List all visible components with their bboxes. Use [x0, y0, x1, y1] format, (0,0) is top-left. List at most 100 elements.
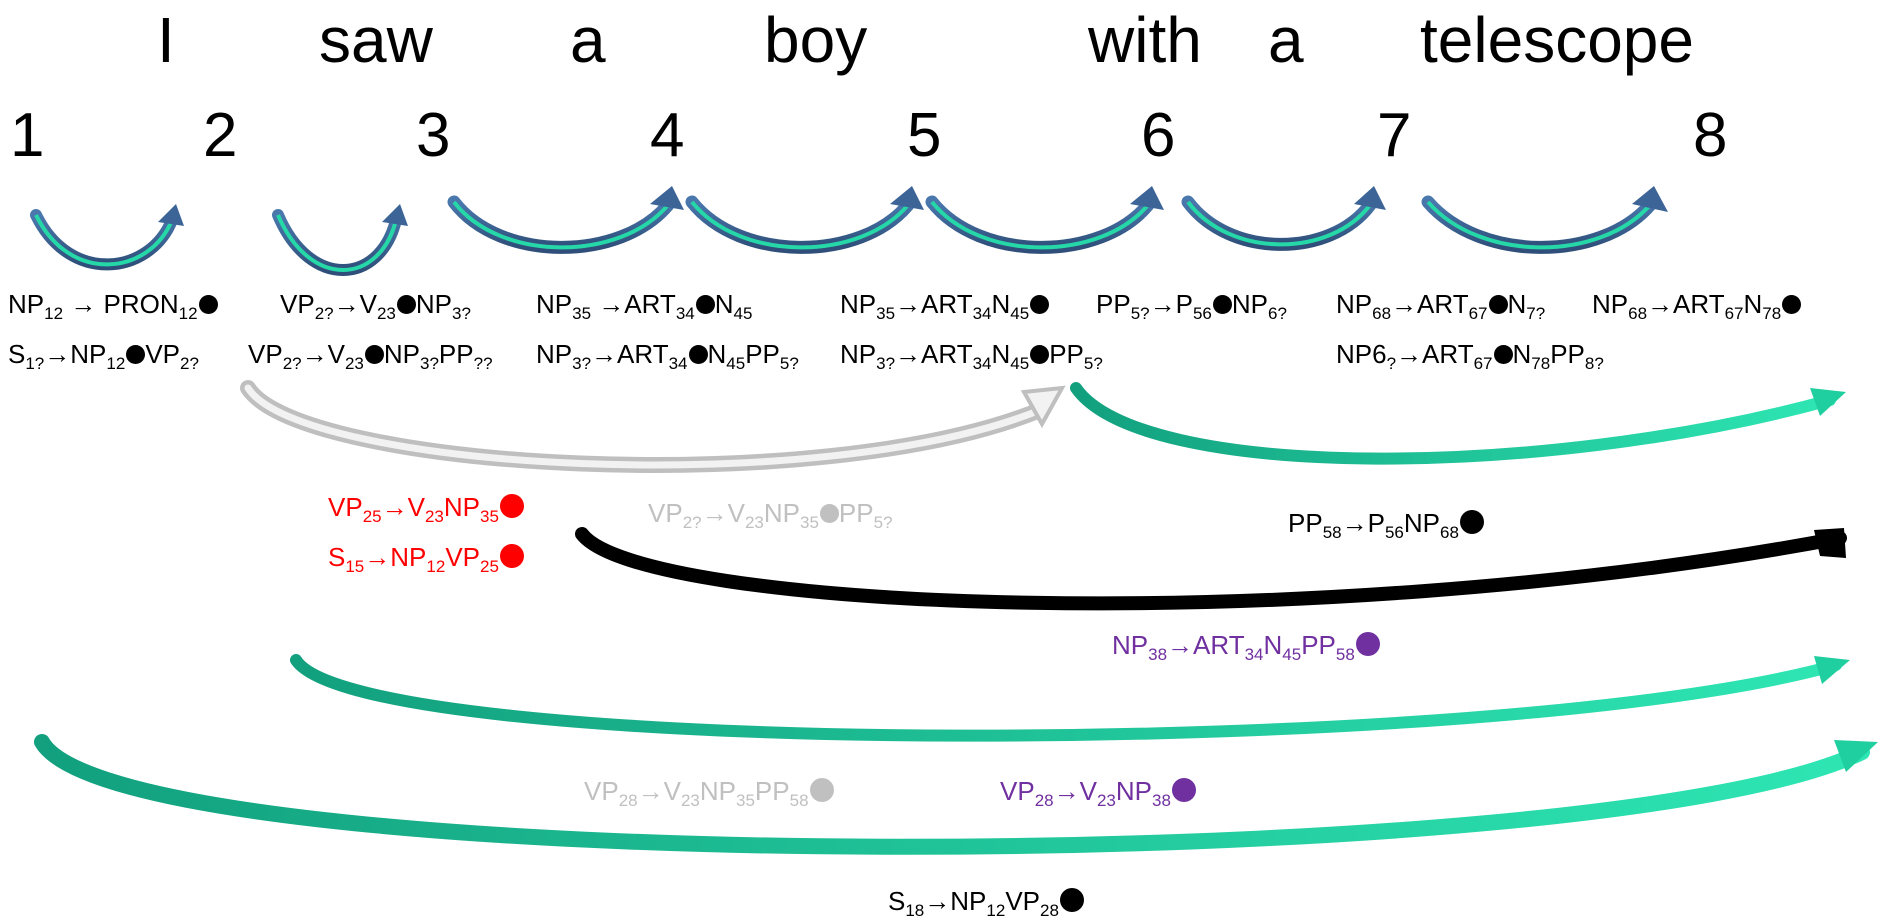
rule-subscript: 35	[876, 304, 896, 323]
green-arc-arrow-s	[34, 734, 1878, 855]
rule-subscript: 34	[675, 304, 695, 323]
rule-symbol: PP	[1049, 339, 1084, 369]
rule-symbol: →V	[637, 776, 681, 806]
rule-subscript: 3?	[420, 354, 439, 373]
rule-subscript: 28	[618, 791, 638, 810]
rule-symbol: VP	[445, 542, 480, 572]
rule-subscript: 5?	[873, 513, 893, 532]
rule-subscript: 45	[733, 304, 753, 323]
rule-symbol: NP	[536, 289, 573, 319]
rule-symbol: N	[991, 339, 1011, 369]
rule-pp58-complete: PP58→P56NP68	[1288, 510, 1484, 541]
dot-marker-icon	[198, 295, 218, 314]
rule-subscript: 34	[1244, 645, 1264, 664]
rule-symbol: NP	[415, 289, 452, 319]
position-2: 2	[203, 101, 238, 170]
rule-symbol: →NP	[364, 542, 427, 572]
word-2: saw	[319, 4, 433, 76]
rule-symbol: →V	[301, 339, 345, 369]
position-3: 3	[416, 101, 451, 170]
rule-subscript: 15	[345, 557, 365, 576]
rule-symbol: PP	[745, 339, 780, 369]
rule-symbol: PP	[838, 498, 874, 528]
rule-symbol: VP	[584, 776, 619, 806]
rule-symbol: →ART	[1396, 339, 1474, 369]
rule-symbol: VP	[648, 498, 683, 528]
word-5: with	[1088, 4, 1202, 76]
rule-symbol: NP	[699, 776, 736, 806]
rule-subscript: 56	[1384, 523, 1404, 542]
position-5: 5	[907, 101, 942, 170]
rule-symbol: PP	[1301, 630, 1336, 660]
rule-symbol: NP	[443, 492, 480, 522]
rule-subscript: 67	[1724, 304, 1744, 323]
rule-symbol: →V	[701, 498, 745, 528]
rule-symbol: PP	[438, 339, 474, 369]
rule-subscript: 23	[680, 791, 700, 810]
rule-np68-complete: NP68→ART67N78	[1592, 291, 1802, 322]
rule-symbol: NP	[1231, 289, 1268, 319]
rule-subscript: 3?	[572, 354, 592, 373]
rule-subscript: 68	[1372, 304, 1392, 323]
dot-marker-icon	[499, 494, 524, 518]
rule-subscript: 7?	[1526, 304, 1546, 323]
rule-subscript: 25	[362, 507, 382, 526]
dot-marker-icon	[1212, 295, 1232, 314]
green-arc-arrow-pp	[1070, 382, 1846, 465]
dot-marker-icon	[809, 778, 834, 802]
rule-subscript: 2?	[180, 354, 199, 373]
position-1: 1	[10, 101, 45, 170]
rule-subscript: 1?	[25, 354, 45, 373]
rule-symbol: NP	[763, 498, 800, 528]
rule-subscript: ??	[473, 354, 493, 373]
rule-np3-art-n-dot-pp: NP3?→ART34N45 PP5?	[840, 339, 1103, 372]
rule-vp25-complete: VP25→V23NP35	[328, 492, 524, 525]
rule-symbol: NP	[840, 339, 877, 369]
rule-subscript: ?	[1386, 354, 1397, 373]
rule-subscript: 23	[744, 513, 764, 532]
rule-subscript: 45	[1010, 304, 1030, 323]
rule-subscript: 67	[1468, 304, 1488, 323]
hop-arrow-5-6	[925, 186, 1164, 254]
rule-symbol: NP	[536, 339, 573, 369]
rule-symbol: PP	[1550, 339, 1585, 369]
rule-subscript: 67	[1473, 354, 1493, 373]
rule-subscript: 34	[972, 304, 992, 323]
rule-subscript: 2?	[282, 354, 302, 373]
rule-vp28-complete: VP28→V23NP38	[1000, 776, 1196, 809]
rule-subscript: 56	[1192, 304, 1212, 323]
rule-subscript: 3?	[452, 304, 471, 323]
rule-subscript: 5?	[1083, 354, 1103, 373]
dot-marker-icon	[1355, 632, 1380, 656]
rule-subscript: 2?	[314, 304, 334, 323]
rule-subscript: 68	[1440, 523, 1459, 542]
dot-marker-icon	[688, 345, 708, 364]
rule-subscript: 78	[1531, 354, 1551, 373]
rule-symbol: S	[328, 542, 346, 572]
word-7: telescope	[1420, 4, 1694, 76]
dot-marker-icon	[819, 504, 839, 523]
dot-marker-icon	[1030, 345, 1050, 364]
hop-arrow-4-5	[685, 186, 924, 254]
rule-subscript: 5?	[1130, 304, 1150, 323]
rule-symbol: →ART	[1391, 289, 1469, 319]
rule-subscript: 68	[1628, 304, 1648, 323]
rule-symbol: N	[714, 289, 734, 319]
rule-symbol: VP	[280, 289, 315, 319]
rule-np35-art-n: NP35 →ART34 N45	[536, 289, 752, 322]
rule-vp-v-np: VP2?→V23 NP3?	[280, 289, 471, 322]
rule-symbol: NP	[1115, 776, 1152, 806]
gray-arc-arrow	[240, 380, 1066, 473]
rule-subscript: 35	[800, 513, 819, 532]
rule-s15-complete: S15→NP12VP25	[328, 542, 524, 575]
position-7: 7	[1377, 101, 1412, 170]
rule-subscript: 8?	[1584, 354, 1604, 373]
rule-subscript: 45	[726, 354, 746, 373]
dot-marker-icon	[364, 345, 384, 364]
rule-subscript: 35	[572, 304, 592, 323]
rule-symbol: NP	[840, 289, 877, 319]
rule-subscript: 5?	[779, 354, 799, 373]
position-6: 6	[1141, 101, 1176, 170]
rule-subscript: 78	[1762, 304, 1782, 323]
